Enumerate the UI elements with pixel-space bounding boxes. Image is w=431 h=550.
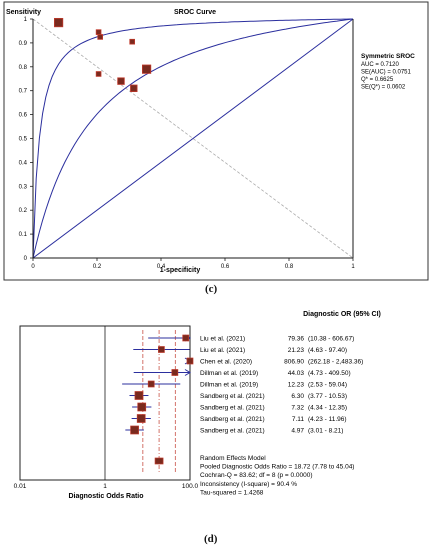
sroc-y-tick-label: 0.5 bbox=[19, 137, 28, 143]
forest-study-ci: (10.38 - 606.67) bbox=[308, 336, 354, 343]
forest-study-ci: (4.34 - 12.35) bbox=[308, 405, 347, 412]
forest-study-or: 79.36 bbox=[288, 336, 305, 343]
forest-study-ci: (4.73 - 409.50) bbox=[308, 370, 351, 377]
forest-study-marker bbox=[136, 414, 146, 423]
forest-study-or: 4.97 bbox=[291, 428, 304, 435]
sroc-x-tick-label: 1 bbox=[351, 264, 355, 270]
sroc-study-point bbox=[117, 77, 125, 85]
sroc-x-tick-label: 0 bbox=[31, 264, 35, 270]
sroc-x-tick-label: 0.2 bbox=[93, 264, 102, 270]
forest-study-or: 6.30 bbox=[291, 393, 304, 400]
forest-study-marker bbox=[134, 391, 144, 400]
sroc-y-tick-label: 0.3 bbox=[19, 184, 28, 190]
forest-study-ci: (262.18 - 2,483.36) bbox=[308, 359, 363, 366]
forest-x-tick-label: 100.0 bbox=[182, 483, 199, 490]
forest-study-label: Sandberg et al. (2021) bbox=[200, 416, 265, 423]
forest-study-label: Dillman et al. (2019) bbox=[200, 382, 258, 389]
sroc-y-tick-label: 0.6 bbox=[19, 113, 28, 119]
forest-study-or: 12.23 bbox=[288, 382, 305, 389]
sroc-x-tick-label: 0.6 bbox=[221, 264, 230, 270]
sroc-x-axis-label: 1-specificity bbox=[160, 267, 201, 274]
sroc-y-tick-label: 1 bbox=[24, 17, 28, 23]
forest-plot: Diagnostic OR (95% CI) Diagnostic Odds R… bbox=[14, 311, 381, 500]
sroc-chart: Sensitivity SROC Curve 1-specificity Sym… bbox=[3, 1, 429, 281]
forest-study-marker bbox=[137, 402, 147, 412]
forest-study-marker bbox=[186, 357, 194, 365]
sroc-title: SROC Curve bbox=[174, 9, 216, 16]
sroc-curve bbox=[32, 18, 354, 259]
sroc-study-point bbox=[97, 34, 104, 40]
sroc-y-tick-label: 0.1 bbox=[19, 232, 28, 238]
forest-study-ci: (4.23 - 11.96) bbox=[308, 416, 347, 423]
forest-study-or: 7.32 bbox=[291, 405, 304, 412]
forest-study-marker bbox=[130, 425, 139, 435]
forest-study-or: 44.03 bbox=[288, 370, 305, 377]
forest-pooled-marker bbox=[154, 457, 164, 465]
sroc-y-tick-label: 0.7 bbox=[19, 89, 28, 95]
sroc-stats-heading: Symmetric SROC bbox=[361, 53, 415, 60]
forest-study-ci: (3.77 - 10.53) bbox=[308, 393, 347, 400]
sroc-study-point bbox=[54, 17, 64, 28]
sroc-study-point bbox=[129, 38, 136, 45]
forest-study-label: Sandberg et al. (2021) bbox=[200, 405, 265, 412]
sroc-upper-curve bbox=[32, 18, 353, 259]
forest-summary-line: Random Effects Model bbox=[200, 455, 266, 462]
forest-study-or: 7.11 bbox=[292, 416, 305, 423]
forest-study-or: 806.90 bbox=[284, 359, 304, 366]
forest-x-axis-label: Diagnostic Odds Ratio bbox=[68, 493, 143, 500]
sroc-y-tick-label: 0.2 bbox=[19, 208, 28, 214]
forest-study-ci: (3.01 - 8.21) bbox=[308, 428, 343, 435]
panel-label-c: (c) bbox=[205, 283, 218, 295]
sroc-stat-line: AUC = 0.7120 bbox=[361, 62, 400, 68]
sroc-study-point bbox=[141, 64, 152, 74]
sroc-y-tick-label: 0 bbox=[24, 256, 28, 262]
sroc-x-tick-label: 0.4 bbox=[157, 264, 166, 270]
forest-study-ci: (4.63 - 97.40) bbox=[308, 347, 347, 354]
sroc-frame bbox=[3, 1, 429, 281]
forest-study-label: Sandberg et al. (2021) bbox=[200, 393, 265, 400]
sroc-y-tick-label: 0.9 bbox=[19, 41, 28, 47]
forest-study-label: Sandberg et al. (2021) bbox=[200, 428, 265, 435]
panel-label-d: (d) bbox=[204, 533, 218, 545]
forest-x-tick-label: 1 bbox=[103, 483, 107, 490]
sroc-stat-line: SE(AUC) = 0.0751 bbox=[361, 70, 412, 76]
forest-study-marker bbox=[171, 369, 179, 376]
sroc-y-tick-label: 0.4 bbox=[19, 160, 28, 166]
forest-summary-line: Cochran-Q = 83.62; df = 8 (p = 0.0000) bbox=[200, 472, 313, 479]
sroc-stats-box: Symmetric SROC AUC = 0.7120 SE(AUC) = 0.0… bbox=[361, 53, 415, 91]
sroc-study-point bbox=[130, 84, 138, 93]
sroc-diagonal-line bbox=[32, 18, 354, 259]
forest-study-marker bbox=[158, 346, 165, 353]
forest-study-marker bbox=[182, 334, 190, 342]
forest-summary-line: Inconsistency (I-square) = 90.4 % bbox=[200, 481, 297, 488]
forest-study-ci: (2.53 - 59.04) bbox=[308, 382, 347, 389]
forest-header: Diagnostic OR (95% CI) bbox=[303, 311, 381, 318]
sroc-study-point bbox=[95, 29, 102, 35]
forest-study-label: Liu et al. (2021) bbox=[200, 336, 245, 343]
sroc-y-tick-label: 0.8 bbox=[19, 65, 28, 71]
sroc-study-point bbox=[95, 71, 102, 77]
forest-x-tick-label: 0.01 bbox=[14, 483, 27, 490]
sroc-stat-line: Q* = 0.6625 bbox=[361, 77, 394, 83]
forest-ci-arrow bbox=[184, 369, 191, 376]
forest-study-label: Chen et al. (2020) bbox=[200, 359, 252, 366]
forest-summary-line: Tau-squared = 1.4268 bbox=[200, 489, 264, 496]
forest-study-label: Liu et al. (2021) bbox=[200, 347, 245, 354]
forest-study-or: 21.23 bbox=[288, 347, 305, 354]
forest-summary-line: Pooled Diagnostic Odds Ratio = 18.72 (7.… bbox=[200, 464, 354, 471]
sroc-x-tick-label: 0.8 bbox=[285, 264, 294, 270]
sroc-y-axis-label: Sensitivity bbox=[6, 9, 41, 16]
forest-study-label: Dillman et al. (2019) bbox=[200, 370, 258, 377]
sroc-stat-line: SE(Q*) = 0.0602 bbox=[361, 85, 406, 91]
sroc-reference-line bbox=[32, 18, 354, 259]
forest-study-marker bbox=[147, 380, 155, 388]
